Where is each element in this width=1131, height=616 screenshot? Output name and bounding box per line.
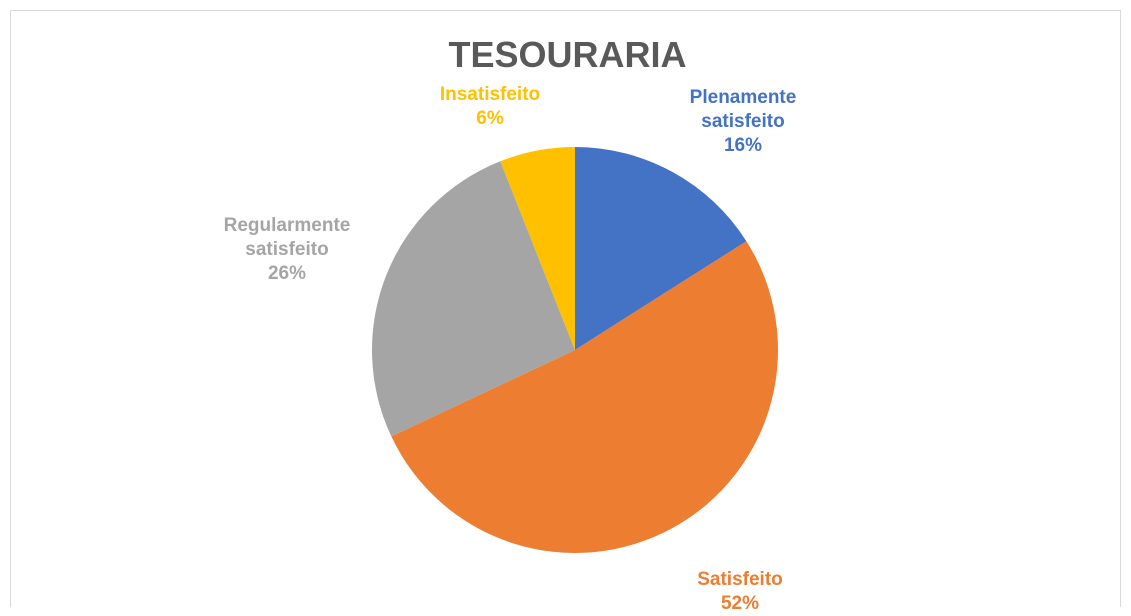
pie-slice bbox=[575, 147, 747, 350]
chart-title: TESOURARIA bbox=[448, 34, 687, 75]
data-label: Plenamente satisfeito 16% bbox=[668, 86, 818, 158]
category-label: Plenamente satisfeito bbox=[689, 87, 797, 132]
value-label: 6% bbox=[476, 108, 504, 129]
pie-slice bbox=[500, 147, 575, 350]
pie-slice bbox=[391, 241, 778, 554]
data-label: Insatisfeito 6% bbox=[415, 83, 565, 131]
data-label: Regularmente satisfeito 26% bbox=[212, 214, 362, 286]
value-label: 26% bbox=[267, 263, 307, 284]
value-label: 16% bbox=[723, 135, 763, 156]
data-label: Satisfeito 52% bbox=[665, 568, 815, 616]
pie-slice bbox=[371, 161, 575, 437]
category-label: Regularmente satisfeito bbox=[223, 215, 351, 260]
category-label: Satisfeito bbox=[697, 569, 783, 590]
value-label: 52% bbox=[720, 593, 760, 614]
category-label: Insatisfeito bbox=[439, 84, 541, 105]
chart-border bbox=[10, 10, 1121, 607]
